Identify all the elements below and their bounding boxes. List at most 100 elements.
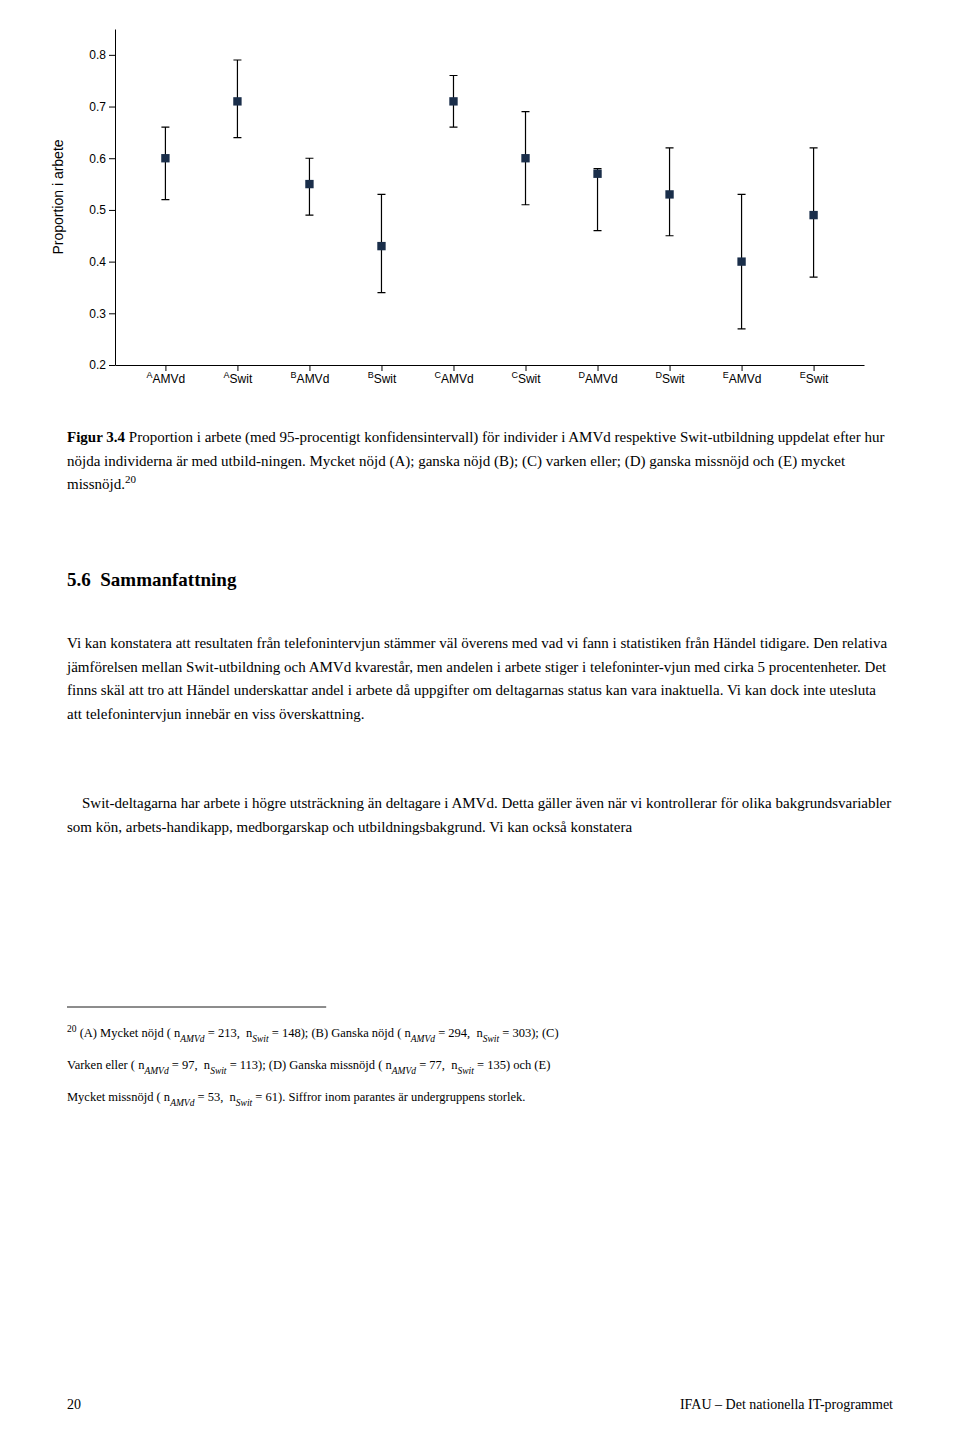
y-tick-label: 0.2 [89,358,106,372]
x-tick-mark [814,365,815,371]
x-tick-mark [453,365,454,371]
point [665,190,673,198]
y-tick-mark [109,158,115,159]
footnote-subscript: AMVd [391,1066,417,1076]
point [737,257,745,265]
footnote-superscript: 20 [67,1024,77,1034]
x-tick-text: AMVd [729,372,762,386]
text-line: jämförelsen mellan Swit-utbildning och A… [66,659,887,675]
footnote-text: = 113); (D) Ganska missnöjd ( n [227,1058,393,1072]
y-tick-label: 0.7 [89,100,106,114]
body-paragraph: Vi kan konstatera att resultaten från te… [66,635,887,722]
y-tick: 0.4 [89,255,115,269]
x-tick-mark [381,365,382,371]
text-line: Swit-deltagarna har arbete i högre utstr… [67,795,891,811]
x-tick-mark [742,365,743,371]
error-bar [233,60,241,138]
y-tick: 0.8 [89,48,115,62]
x-tick-label: BSwit [368,370,397,386]
y-tick: 0.7 [89,100,115,114]
x-tick-label: DAMVd [578,370,617,386]
x-tick-text: Swit [374,372,397,386]
text-line: Proportion i arbete (med 95-procentigt k… [125,429,884,446]
footnote-text: = 303); (C) [499,1026,558,1040]
page: 0.20.30.40.50.60.70.8AAMVdASwitBAMVdBSwi… [0,0,960,1430]
y-tick-label: 0.3 [89,307,106,321]
point [521,154,529,162]
x-tick-label: ASwit [224,370,253,386]
footnote-subscript: Swit [210,1066,227,1076]
error-bar [594,169,602,231]
text-line: som kön, arbets-handikapp, medborgarskap… [67,819,632,835]
x-tick-label: ESwit [800,370,829,386]
y-tick: 0.2 [89,358,115,372]
footnote-subscript: AMVd [179,1034,205,1044]
footnote-text: = 61). Siffror inom parantes är undergru… [252,1090,525,1104]
caption-label: Figur 3.4 [67,429,126,445]
x-tick-mark [526,365,527,371]
footnote-text: Mycket missnöjd ( n [67,1090,171,1104]
x-tick-text: AMVd [153,372,186,386]
footnote-text: = 77, n [416,1058,458,1072]
error-bar [738,194,746,328]
text-line: Vi kan konstatera att resultaten från te… [67,635,887,651]
footnote: Varken eller ( nAMVd = 97, nSwit = 113);… [67,1058,550,1076]
point [377,242,385,250]
y-tick-label: 0.5 [89,203,106,217]
text-line: finns skäl att tro att Händel underskatt… [67,682,876,698]
x-tick-label: EAMVd [723,370,762,386]
x-tick-text: Swit [518,372,541,386]
x-tick: DSwit [655,365,685,386]
point [233,97,241,105]
y-axis-line [115,30,116,366]
caption-note: 20 [125,473,137,485]
footnote-subscript: Swit [252,1034,269,1044]
footnote-subscript: AMVd [143,1066,169,1076]
footnote-subscript: Swit [236,1098,253,1108]
x-tick: CSwit [511,365,541,386]
y-axis: 0.2 0.3 0.4 0.5 0.6 0.7 0.8 [89,30,115,373]
y-axis-title: Proportion i arbete [50,139,66,254]
footnote-subscript: Swit [483,1034,500,1044]
x-tick-mark [165,365,166,371]
x-tick-text: Swit [806,372,829,386]
x-tick-mark [309,365,310,371]
y-tick-mark [109,210,115,211]
footer-left: 20 [67,1397,81,1412]
x-tick-label: BAMVd [291,370,330,386]
x-tick-text: AMVd [441,372,474,386]
x-axis: AAMVdASwitBAMVdBSwitCAMVdCSwitDAMVdDSwit… [116,365,865,386]
error-bar [449,76,457,128]
y-tick-mark [109,262,115,263]
x-tick: CAMVd [434,365,473,386]
y-tick-mark [109,313,115,314]
x-tick-text: Swit [230,372,253,386]
footnote-text: = 213, n [205,1026,253,1040]
point [305,180,313,188]
x-tick-label: DSwit [655,370,685,386]
error-bar [305,158,313,215]
error-bar [161,127,169,199]
footnote-subscript: AMVd [169,1098,195,1108]
footnote-text: = 148); (B) Ganska nöjd ( n [269,1026,412,1040]
x-tick-mark [598,365,599,371]
point [593,170,601,178]
x-axis-line [116,365,865,366]
error-bar [522,112,530,205]
footnote-text: (A) Mycket nöjd ( n [77,1026,182,1040]
chart: 0.20.30.40.50.60.70.8AAMVdASwitBAMVdBSwi… [50,30,865,386]
footnote-rule [67,1007,326,1008]
caption: Proportion i arbete (med 95-procentigt k… [67,429,884,492]
footnote-text: = 53, n [194,1090,236,1104]
x-tick: EAMVd [723,365,762,386]
y-tick: 0.3 [89,307,115,321]
error-bar [810,148,818,277]
y-tick-mark [109,55,115,56]
footnote-text: = 97, n [169,1058,211,1072]
footnote-text: = 135) och (E) [474,1058,550,1072]
x-tick-mark [237,365,238,371]
x-tick: ASwit [224,365,253,386]
x-tick-text: AMVd [585,372,618,386]
y-tick: 0.6 [89,152,115,166]
y-tick-label: 0.4 [89,255,106,269]
